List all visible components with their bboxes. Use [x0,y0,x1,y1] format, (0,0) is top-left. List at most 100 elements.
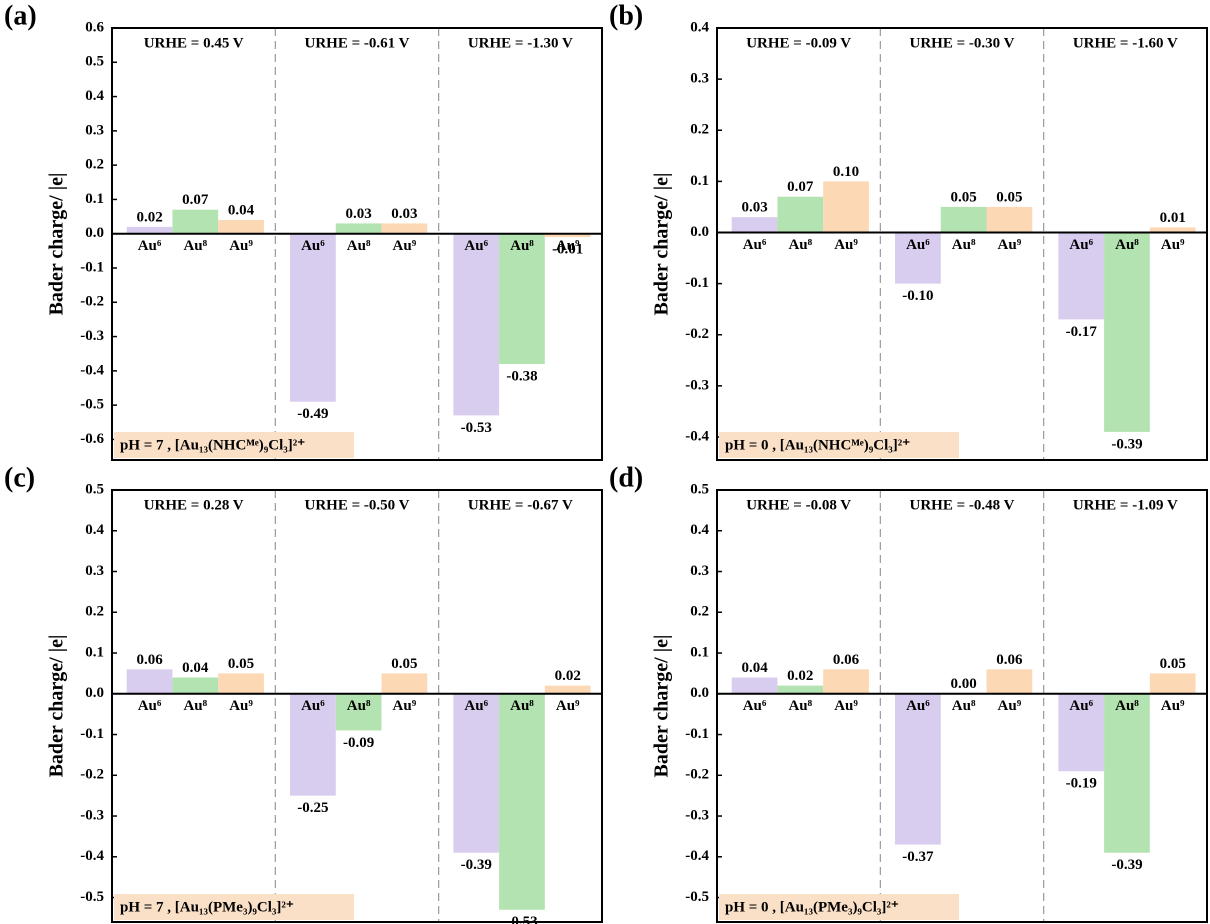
bar-category-label: Au⁸ [510,238,534,254]
bar [895,694,941,845]
bar [453,234,499,416]
group-label: URHE = -0.67 V [468,497,573,513]
bar [823,181,869,232]
value-label: 0.07 [182,192,209,208]
y-tick-label: 0.1 [85,191,104,207]
bar-category-label: Au⁹ [1161,698,1185,714]
y-tick-label: -0.6 [80,431,104,447]
y-tick-label: 0.3 [85,122,104,138]
bar [1104,694,1150,853]
value-label: 0.10 [833,164,859,180]
group-label: URHE = 0.28 V [144,497,244,513]
y-tick-label: -0.2 [80,294,104,310]
bar [823,669,869,693]
y-tick-label: 0.4 [85,522,104,538]
y-tick-label: -0.5 [80,397,104,413]
y-tick-label: 0.4 [690,522,709,538]
bar [218,673,264,693]
bar-category-label: Au⁸ [1115,698,1139,714]
y-tick-label: 0.2 [85,604,104,620]
bar-category-label: Au⁹ [229,238,253,254]
bar-category-label: Au⁸ [183,238,207,254]
value-label: 0.05 [951,189,977,205]
bar-category-label: Au⁶ [743,237,767,253]
bar [499,694,545,910]
y-tick-label: 0.5 [85,54,104,70]
value-label: 0.05 [228,656,254,672]
bar [777,686,823,694]
value-label: 0.04 [741,660,768,676]
panel-label: (c) [4,462,35,493]
annotation: pH = 0 , [Au₁₃(PMe₃)₉Cl₃]²⁺ [725,899,899,915]
value-label: 0.03 [346,206,372,222]
bar [382,223,428,233]
y-tick-label: 0.1 [690,173,709,189]
bar [732,217,778,232]
y-tick-label: -0.2 [80,767,104,783]
bar [987,669,1033,693]
value-label: 0.03 [391,206,417,222]
bar-category-label: Au⁸ [952,698,976,714]
y-tick-label: 0.6 [85,19,104,35]
value-label: -0.01 [552,242,583,258]
value-label: -0.49 [297,406,328,422]
value-label: 0.02 [136,209,162,225]
value-label: -0.10 [902,288,933,304]
y-tick-label: 0.0 [690,224,709,240]
value-label: 0.00 [951,676,977,692]
value-label: 0.07 [787,179,814,195]
group-label: URHE = -0.50 V [305,497,410,513]
bar-category-label: Au⁹ [998,698,1022,714]
y-tick-label: -0.2 [685,326,709,342]
value-label: 0.02 [555,668,581,684]
bar-category-label: Au⁸ [347,698,371,714]
bar-category-label: Au⁹ [998,237,1022,253]
y-tick-label: 0.4 [690,19,709,35]
y-tick-label: -0.3 [685,807,709,823]
annotation: pH = 7 , [Au₁₃(NHCᴹᵉ)₉Cl₃]²⁺ [120,437,305,453]
bar [1104,232,1150,431]
y-tick-label: 0.2 [690,604,709,620]
bar-category-label: Au⁸ [510,698,534,714]
bar-category-label: Au⁹ [393,698,417,714]
value-label: 0.01 [1160,210,1186,226]
bar-category-label: Au⁶ [138,698,162,714]
value-label: -0.25 [297,800,328,816]
group-label: URHE = -1.30 V [468,35,573,51]
y-tick-label: 0.0 [690,685,709,701]
annotation: pH = 0 , [Au₁₃(NHCᴹᵉ)₉Cl₃]²⁺ [725,437,910,453]
bar [290,234,336,402]
value-label: 0.06 [136,652,163,668]
bar-category-label: Au⁶ [906,237,930,253]
y-tick-label: 0.0 [85,685,104,701]
y-tick-label: -0.1 [80,259,104,275]
bar-category-label: Au⁶ [906,698,930,714]
value-label: 0.06 [996,652,1023,668]
y-tick-label: -0.1 [80,726,104,742]
bar [382,673,428,693]
y-tick-label: -0.4 [80,362,104,378]
y-axis-label: Bader charge/ |e| [46,173,68,316]
bar-category-label: Au⁸ [347,238,371,254]
y-tick-label: -0.5 [685,889,709,905]
y-tick-label: 0.4 [85,88,104,104]
y-tick-label: -0.5 [80,889,104,905]
group-label: URHE = -0.61 V [305,35,410,51]
group-label: URHE = -0.30 V [910,35,1015,51]
y-tick-label: 0.3 [690,71,709,87]
bar-category-label: Au⁶ [301,698,325,714]
bar [218,220,264,234]
bar-category-label: Au⁶ [464,698,488,714]
y-tick-label: -0.1 [685,726,709,742]
group-label: URHE = -1.60 V [1073,35,1178,51]
bar [127,227,173,234]
y-tick-label: 0.3 [85,563,104,579]
bar [127,669,173,693]
group-label: URHE = -1.09 V [1073,497,1178,513]
bar-category-label: Au⁸ [952,237,976,253]
value-label: 0.06 [833,652,860,668]
bar-category-label: Au⁶ [138,238,162,254]
bar-category-label: Au⁶ [743,698,767,714]
bar-category-label: Au⁸ [1115,237,1139,253]
value-label: 0.05 [996,189,1022,205]
